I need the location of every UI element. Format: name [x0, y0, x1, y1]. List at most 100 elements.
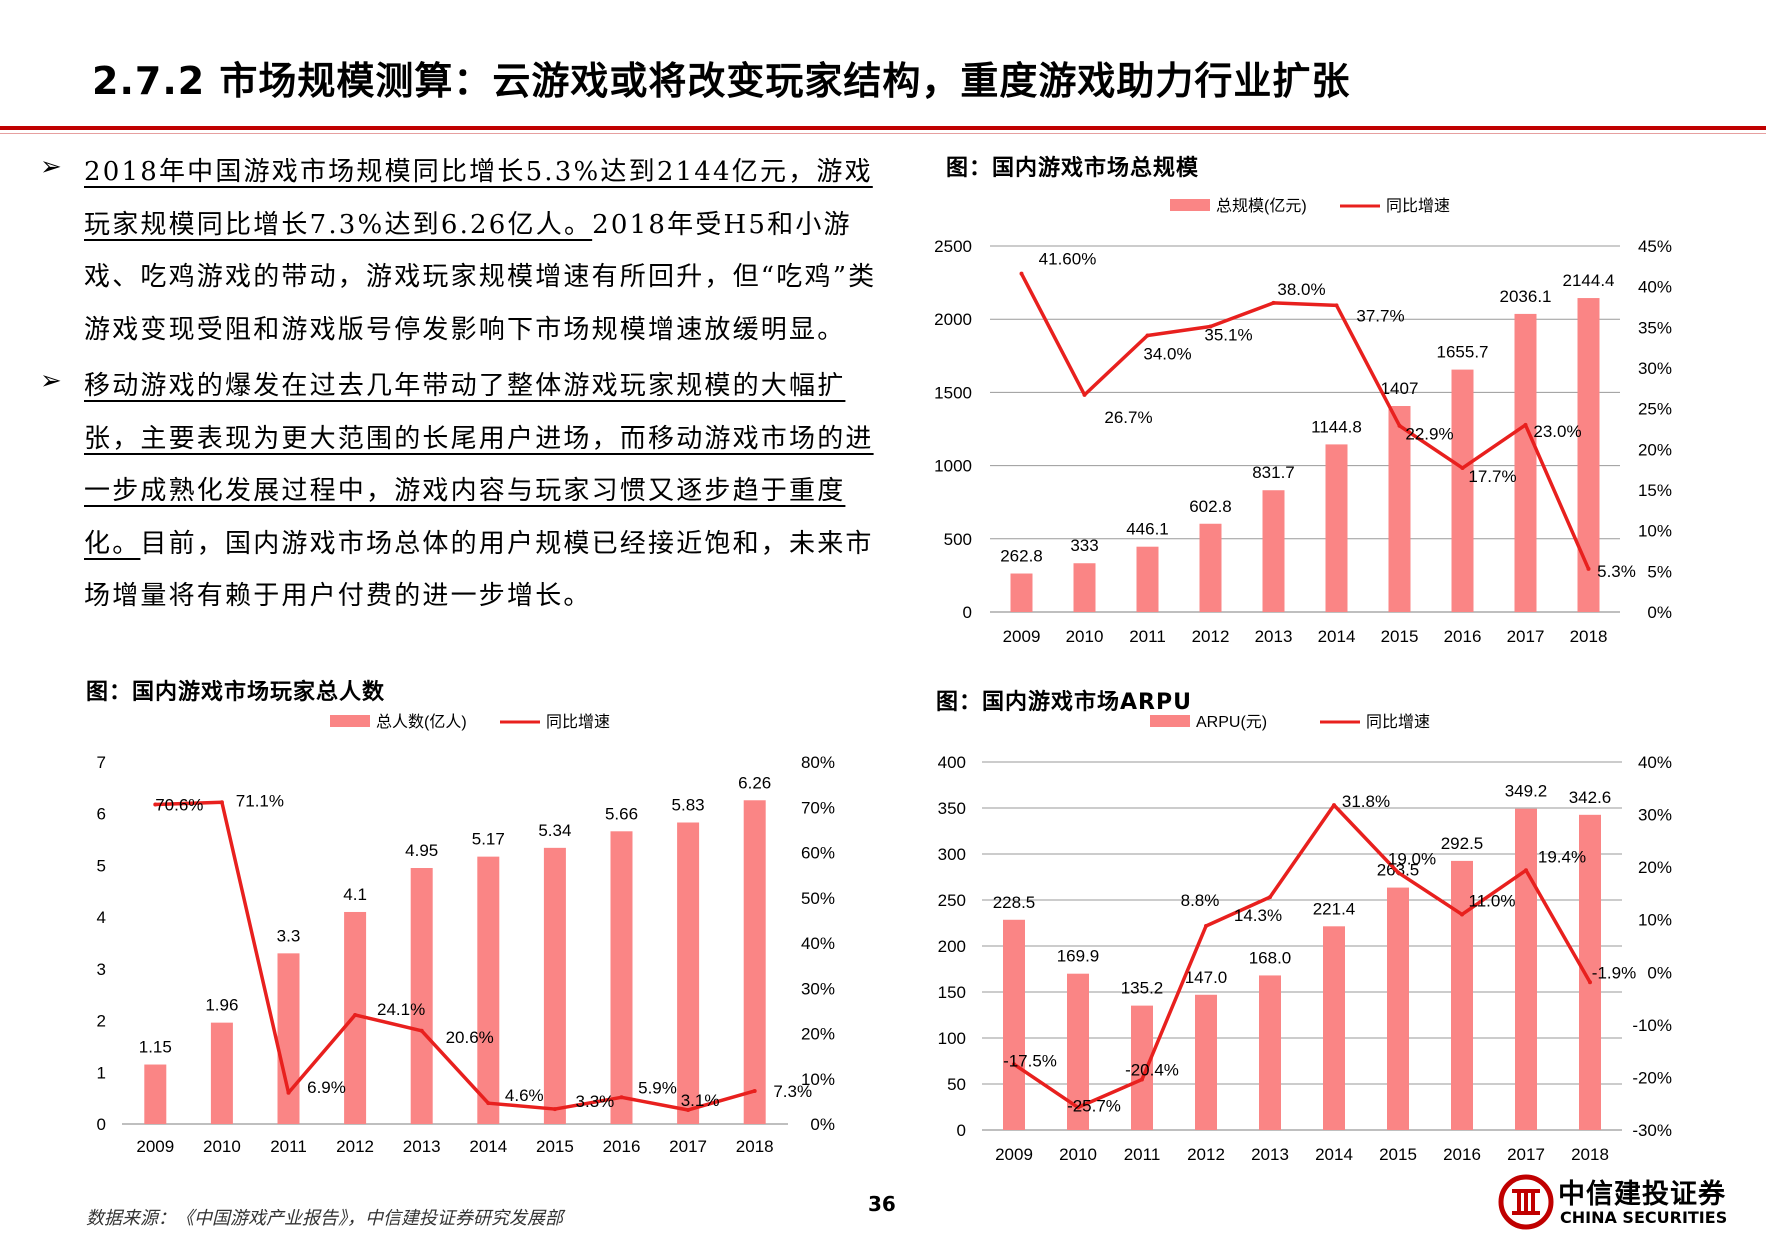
bar-data-label: 2036.1 [1500, 287, 1552, 306]
growth-point [286, 1090, 291, 1095]
left-axis-tick: 100 [938, 1029, 966, 1048]
bar-data-label: 5.66 [605, 804, 638, 823]
growth-point [752, 1088, 757, 1093]
bar-data-label: 3.3 [277, 926, 301, 945]
growth-point [219, 800, 224, 805]
bar-data-label: 4.95 [405, 841, 438, 860]
x-axis-tick: 2012 [1192, 627, 1230, 646]
bullet-item: ➢ 2018年中国游戏市场规模同比增长5.3%达到2144亿元，游戏玩家规模同比… [40, 146, 880, 356]
bar [743, 800, 766, 1124]
title-divider [0, 126, 1766, 130]
x-axis-tick: 2012 [336, 1137, 374, 1156]
bar-data-label: 1.15 [139, 1038, 172, 1057]
left-axis-tick: 0 [957, 1121, 966, 1140]
bar [277, 953, 300, 1124]
x-axis-tick: 2009 [136, 1137, 174, 1156]
x-axis-tick: 2015 [536, 1137, 574, 1156]
right-axis-tick: 15% [1638, 481, 1672, 500]
right-axis-tick: 60% [801, 844, 835, 863]
left-axis-tick: 0 [97, 1115, 106, 1134]
bar-data-label: 5.34 [538, 821, 571, 840]
growth-point [1271, 300, 1276, 305]
left-axis-tick: 3 [97, 960, 106, 979]
left-axis-tick: 7 [97, 753, 106, 772]
x-axis-tick: 2018 [1570, 627, 1608, 646]
bar [1577, 298, 1600, 612]
bar [1195, 994, 1217, 1130]
bar-data-label: 228.5 [993, 893, 1036, 912]
right-axis-tick: 10% [1638, 522, 1672, 541]
line-data-label: 14.3% [1234, 906, 1282, 925]
bar-data-label: 5.83 [672, 796, 705, 815]
growth-point [1140, 1077, 1144, 1082]
logo-text-cn: 中信建投证券 [1558, 1179, 1726, 1210]
right-axis-tick: -10% [1632, 1016, 1672, 1035]
bullet-text: 2018年受H5和小游戏、吃鸡游戏的带动，游戏玩家规模增速有所回升，但“吃鸡”类… [84, 209, 877, 345]
growth-point [1076, 1105, 1080, 1110]
left-axis-tick: 50 [947, 1075, 966, 1094]
left-axis-tick: 5 [97, 856, 106, 875]
line-data-label: 20.6% [446, 1028, 494, 1047]
line-data-label: 34.0% [1143, 344, 1191, 363]
line-data-label: -20.4% [1125, 1061, 1179, 1080]
legend-line-label: 同比增速 [1366, 713, 1430, 731]
growth-line [155, 800, 756, 1112]
right-axis-tick: 20% [1638, 858, 1672, 877]
bullet-underlined-text: 移动游戏的爆发在过去几年带动了整体游戏玩家规模的大幅扩张，主要表现为更大范围的长… [84, 371, 874, 559]
x-axis-tick: 2011 [270, 1137, 307, 1156]
bar [1131, 1005, 1153, 1130]
chart-caption-market: 图：国内游戏市场总规模 [946, 156, 1200, 181]
bar [477, 856, 500, 1124]
x-axis-tick: 2014 [1318, 627, 1356, 646]
left-axis-tick: 1 [97, 1063, 106, 1082]
growth-point [1208, 324, 1213, 329]
growth-point [353, 1012, 358, 1017]
x-axis-tick: 2009 [995, 1145, 1033, 1164]
x-axis-tick: 2016 [1443, 1145, 1481, 1164]
legend-bar-label: ARPU(元) [1196, 714, 1267, 731]
bullet-item: ➢ 移动游戏的爆发在过去几年带动了整体游戏玩家规模的大幅扩张，主要表现为更大范围… [40, 360, 880, 623]
bar [1323, 926, 1345, 1130]
bar [1010, 573, 1033, 612]
line-data-label: 5.9% [638, 1078, 677, 1097]
line-data-label: -25.7% [1067, 1096, 1121, 1115]
bar [1325, 444, 1348, 612]
left-axis-tick: 1500 [934, 383, 972, 402]
bar-data-label: 169.9 [1057, 947, 1100, 966]
growth-line [1013, 803, 1592, 1110]
bar-data-label: 349.2 [1505, 782, 1548, 801]
growth-point [1460, 912, 1464, 917]
line-data-label: 70.6% [155, 796, 203, 815]
x-axis-tick: 2016 [1444, 627, 1482, 646]
x-axis-tick: 2010 [1059, 1145, 1097, 1164]
x-axis-tick: 2013 [403, 1137, 441, 1156]
x-axis-tick: 2011 [1124, 1145, 1161, 1164]
line-data-label: 3.1% [681, 1091, 720, 1110]
left-axis-tick: 2500 [934, 237, 972, 256]
legend-line-label: 同比增速 [546, 713, 610, 731]
line-data-label: 37.7% [1356, 306, 1404, 325]
right-axis-tick: 0% [1647, 603, 1672, 622]
left-axis-tick: 1000 [934, 457, 972, 476]
right-axis-tick: 20% [1638, 440, 1672, 459]
legend-bar-label: 总规模(亿元) [1216, 197, 1307, 215]
growth-point [1012, 1062, 1016, 1067]
right-axis-tick: -20% [1632, 1068, 1672, 1087]
bullet-text: 目前，国内游戏市场总体的用户规模已经接近饱和，未来市场增量将有赖于用户付费的进一… [84, 528, 874, 612]
x-axis-tick: 2010 [1066, 627, 1104, 646]
right-axis-tick: 30% [1638, 359, 1672, 378]
bar-data-label: 446.1 [1126, 520, 1169, 539]
x-axis-tick: 2016 [603, 1137, 641, 1156]
left-axis-tick: 2000 [934, 310, 972, 329]
line-data-label: 41.60% [1039, 250, 1097, 269]
left-axis-tick: 4 [97, 908, 106, 927]
bar-data-label: 5.17 [472, 830, 505, 849]
bar-data-label: 292.5 [1441, 834, 1484, 853]
line-data-label: 24.1% [377, 1000, 425, 1019]
bullet-list: ➢ 2018年中国游戏市场规模同比增长5.3%达到2144亿元，游戏玩家规模同比… [40, 146, 880, 627]
right-axis-tick: 30% [801, 979, 835, 998]
line-data-label: 22.9% [1405, 425, 1453, 444]
bar-data-label: 135.2 [1121, 979, 1164, 998]
line-data-label: 31.8% [1342, 792, 1390, 811]
bar [1262, 490, 1285, 612]
